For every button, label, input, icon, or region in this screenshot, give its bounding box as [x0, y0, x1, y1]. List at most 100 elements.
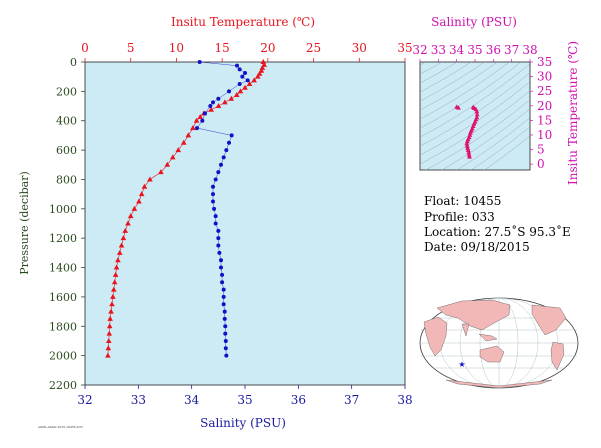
salinity-tick-label: 34 — [184, 393, 200, 407]
salinity-point — [216, 236, 221, 241]
temperature-point — [113, 264, 120, 270]
density-contour — [420, 62, 485, 102]
temperature-point — [197, 114, 203, 120]
density-contour — [470, 126, 530, 170]
salinity-point — [200, 118, 205, 123]
salinity-point — [223, 346, 228, 351]
salinity-point — [235, 63, 239, 68]
density-contour — [420, 90, 530, 165]
temperature-point — [141, 183, 148, 189]
salinity-point — [221, 287, 226, 292]
ts-point — [472, 119, 478, 124]
salinity-point — [216, 228, 221, 233]
pressure-tick-label: 2000 — [49, 350, 77, 363]
ts-point — [466, 134, 472, 140]
temperature-point — [115, 257, 121, 263]
salinity-point — [216, 170, 221, 175]
pressure-tick-label: 200 — [56, 85, 77, 98]
temperature-point — [158, 169, 164, 175]
salinity-point — [222, 309, 227, 314]
salinity-axis-label: Salinity (PSU) — [200, 416, 286, 430]
temperature-point — [215, 103, 222, 109]
salinity-point — [208, 104, 213, 109]
ts-temperature-tick-label: 20 — [537, 99, 552, 113]
salinity-point — [213, 177, 218, 182]
pressure-ticks: 0 200 400 600 800 1000 1200 1400 1600 1800 2000 220… — [49, 56, 85, 392]
temperature-point — [246, 81, 253, 87]
salinity-point — [213, 214, 218, 219]
temperature-point — [108, 308, 114, 314]
pressure-axis-label: Pressure (decibar) — [18, 171, 31, 274]
ts-salinity-tick-label: 36 — [486, 43, 501, 57]
density-contour — [420, 62, 522, 129]
ts-salinity-tick-label: 38 — [522, 43, 537, 57]
temperature-series — [105, 59, 267, 358]
salinity-point — [220, 272, 225, 277]
ts-temperature-tick-label: 10 — [537, 128, 552, 142]
temperature-axis-label: Insitu Temperature (℃) — [171, 15, 315, 29]
ts-point — [474, 109, 480, 114]
density-contour — [420, 62, 510, 120]
temperature-point — [138, 191, 145, 197]
temperature-point — [259, 64, 266, 70]
pressure-tick-label: 400 — [56, 115, 77, 128]
temperature-point — [190, 125, 196, 131]
salinity-point — [219, 258, 223, 263]
salinity-point — [223, 331, 228, 336]
salinity-point — [219, 265, 223, 270]
world-map: ★ — [419, 297, 579, 389]
salinity-point — [220, 280, 225, 285]
salinity-point — [217, 250, 222, 255]
ts-temperature-label: Insitu Temperature (℃) — [566, 41, 580, 185]
temperature-tick-label: 10 — [169, 41, 184, 55]
salinity-tick-label: 32 — [77, 393, 92, 407]
salinity-point — [245, 78, 250, 83]
salinity-point — [229, 133, 234, 138]
ts-salinity-label: Salinity (PSU) — [431, 15, 517, 29]
density-contour — [420, 72, 530, 147]
pressure-tick-label: 600 — [56, 144, 77, 157]
ts-temperature-tick-label: 25 — [537, 84, 552, 98]
salinity-series — [195, 60, 250, 358]
salinity-point — [237, 82, 242, 87]
pressure-tick-label: 1600 — [49, 291, 77, 304]
density-contour — [420, 62, 498, 111]
density-contour — [420, 63, 530, 138]
location: Location: 27.5˚S 95.3˚E — [424, 224, 571, 239]
density-contour — [441, 108, 530, 170]
salinity-point — [195, 126, 199, 131]
temperature-tick-label: 30 — [352, 41, 367, 55]
temperature-point — [260, 59, 267, 64]
salinity-point — [219, 162, 223, 167]
pressure-tick-label: 1400 — [49, 262, 77, 275]
salinity-point — [211, 192, 215, 197]
temperature-point — [120, 235, 127, 241]
salinity-point — [223, 324, 228, 329]
temperature-point — [105, 345, 112, 351]
ts-salinity-tick-label: 35 — [467, 43, 482, 57]
salinity-point — [211, 184, 215, 189]
pressure-tick-label: 1000 — [49, 203, 77, 216]
temperature-point — [175, 147, 182, 153]
salinity-tick-label: 33 — [131, 393, 146, 407]
ts-point — [470, 123, 476, 129]
footer-code: AOML-ARGO-2015-10455-033 — [38, 425, 83, 429]
temperature-tick-label: 5 — [127, 41, 135, 55]
salinity-point — [240, 74, 245, 79]
temperature-point — [112, 271, 119, 277]
temperature-point — [118, 242, 125, 248]
salinity-point — [221, 302, 226, 307]
temperature-point — [107, 315, 113, 321]
pressure-tick-label: 1800 — [49, 320, 77, 333]
temperature-point — [222, 99, 228, 105]
salinity-point — [224, 148, 229, 153]
ts-point — [470, 104, 476, 110]
density-contour — [456, 117, 530, 170]
temperature-point — [180, 139, 187, 145]
ts-point — [467, 132, 473, 137]
temperature-ticks: 0 5 10 15 20 25 30 35 — [81, 41, 413, 62]
salinity-tick-label: 37 — [344, 393, 359, 407]
temperature-point — [105, 352, 111, 358]
